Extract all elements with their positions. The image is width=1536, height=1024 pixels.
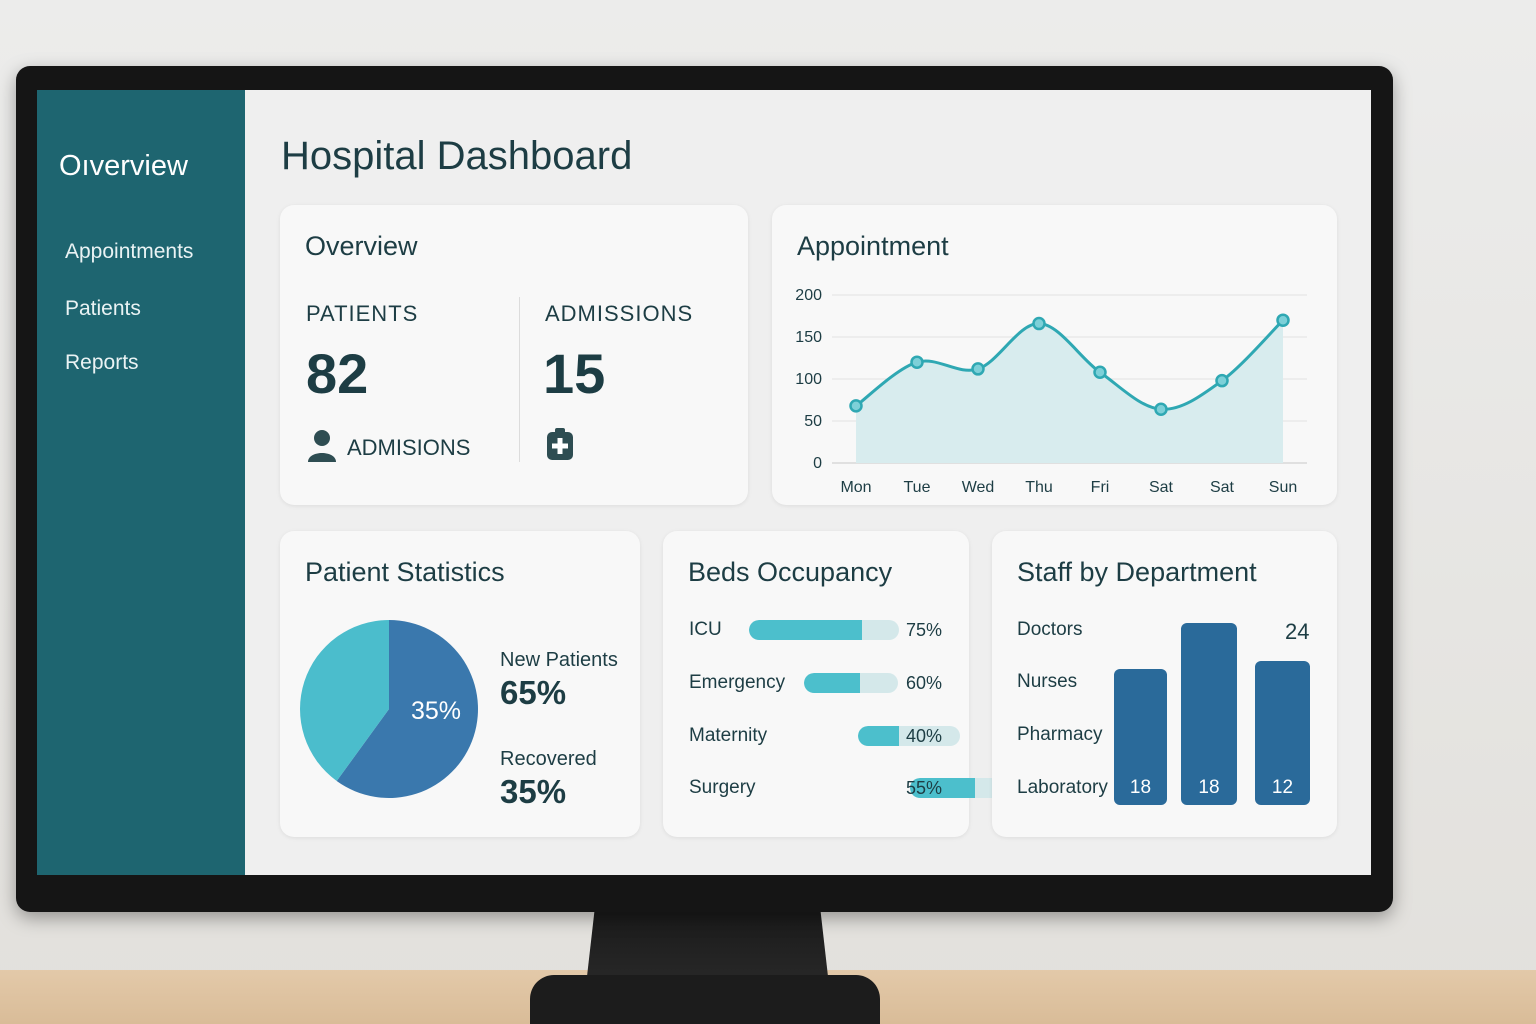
bed-occupancy-pct: 75% bbox=[906, 620, 943, 640]
overview-title: Overview bbox=[305, 231, 418, 261]
patient-pie-chart: 35% bbox=[300, 620, 478, 798]
patients-value: 82 bbox=[306, 342, 369, 405]
recovered-label: Recovered bbox=[500, 748, 597, 770]
y-tick-label: 100 bbox=[795, 371, 822, 388]
x-tick-label: Tue bbox=[904, 479, 931, 496]
sidebar-title[interactable]: Oıverview bbox=[59, 150, 188, 182]
beds-occupancy-card: Beds Occupancy ICU 75% Emergency 60% Materni… bbox=[663, 531, 1028, 837]
appointment-chart: 0 50 100 150 200 Mon Tue Wed Thu Fri Sat Sat Sun bbox=[795, 287, 1307, 496]
staff-bar: 12 bbox=[1255, 660, 1310, 805]
x-tick-label: Fri bbox=[1091, 479, 1110, 496]
screen: Oıverview Appointments Patients Reports … bbox=[37, 90, 1371, 875]
y-tick-label: 50 bbox=[804, 413, 822, 430]
bed-label: Surgery bbox=[689, 777, 756, 798]
staff-department-card: Staff by Department Doctors Nurses Pharm… bbox=[992, 531, 1337, 837]
bed-occupancy-fill bbox=[858, 726, 899, 746]
patient-statistics-title: Patient Statistics bbox=[305, 557, 505, 587]
data-point bbox=[971, 362, 985, 376]
y-tick-label: 150 bbox=[795, 329, 822, 346]
patient-statistics-card: Patient Statistics 35% New Patients 65% … bbox=[280, 531, 640, 837]
staff-bar: 18 bbox=[1181, 623, 1237, 805]
monitor-stand-base bbox=[530, 975, 880, 1024]
recovered-value: 35% bbox=[500, 773, 567, 810]
bed-label: Emergency bbox=[689, 672, 786, 693]
sidebar-item-appointments[interactable]: Appointments bbox=[65, 240, 194, 263]
staff-bar-label: 12 bbox=[1271, 776, 1294, 798]
data-point bbox=[1215, 373, 1229, 388]
admissions-label: ADMISSIONS bbox=[545, 301, 694, 326]
bed-occupancy-fill bbox=[910, 778, 975, 798]
x-tick-label: Sat bbox=[1149, 479, 1174, 496]
admisions-sub-label: ADMISIONS bbox=[347, 435, 471, 460]
beds-occupancy-title: Beds Occupancy bbox=[688, 557, 893, 587]
bed-occupancy-fill bbox=[749, 620, 862, 640]
staff-department-title: Staff by Department bbox=[1017, 557, 1257, 587]
x-tick-label: Wed bbox=[962, 479, 995, 496]
bed-label: ICU bbox=[689, 619, 722, 640]
bed-occupancy-track bbox=[749, 620, 899, 640]
sidebar: Oıverview Appointments Patients Reports bbox=[37, 90, 245, 875]
bed-label: Maternity bbox=[689, 725, 768, 746]
data-point bbox=[910, 355, 924, 369]
data-point bbox=[1276, 313, 1290, 327]
new-patients-label: New Patients bbox=[500, 649, 618, 671]
data-point bbox=[1093, 365, 1107, 380]
appointment-title: Appointment bbox=[797, 231, 949, 261]
staff-label-doctors: Doctors bbox=[1017, 619, 1083, 640]
sidebar-item-patients[interactable]: Patients bbox=[65, 297, 141, 320]
y-tick-label: 0 bbox=[813, 455, 822, 472]
data-point bbox=[1032, 316, 1046, 331]
staff-bar: 18 bbox=[1114, 668, 1167, 805]
new-patients-value: 65% bbox=[500, 674, 567, 711]
staff-bar-label: 18 bbox=[1198, 777, 1220, 798]
bed-occupancy-track bbox=[804, 673, 898, 693]
x-tick-label: Thu bbox=[1025, 479, 1053, 496]
area-fill bbox=[856, 320, 1283, 463]
x-tick-label: Sun bbox=[1269, 479, 1297, 496]
bed-occupancy-pct: 40% bbox=[906, 726, 943, 746]
user-icon bbox=[307, 429, 337, 468]
staff-label-pharmacy: Pharmacy bbox=[1017, 724, 1103, 745]
pie-slice bbox=[336, 620, 478, 798]
overview-divider bbox=[519, 297, 520, 462]
sidebar-item-reports[interactable]: Reports bbox=[65, 351, 139, 374]
appointment-card: Appointment 0 50 100 150 200 Mon Tue Wed Thu Fri S… bbox=[772, 205, 1337, 505]
x-tick-label: Sat bbox=[1210, 479, 1235, 496]
staff-bar-label: 18 bbox=[1129, 777, 1152, 798]
y-tick-label: 200 bbox=[795, 287, 822, 304]
bed-occupancy-pct: 55% bbox=[906, 778, 943, 798]
staff-label-nurses: Nurses bbox=[1017, 671, 1078, 692]
bed-occupancy-pct: 60% bbox=[906, 673, 943, 693]
staff-label-laboratory: Laboratory bbox=[1017, 777, 1108, 798]
main-content: Hospital Dashboard Overview PATIENTS 82 … bbox=[245, 90, 1371, 875]
data-point bbox=[1154, 402, 1168, 416]
medical-kit-icon bbox=[546, 427, 574, 466]
data-point bbox=[849, 399, 863, 413]
staff-top-value: 24 bbox=[1285, 619, 1310, 644]
patients-label: PATIENTS bbox=[306, 301, 419, 326]
bed-occupancy-fill bbox=[804, 673, 861, 693]
page-title: Hospital Dashboard bbox=[281, 134, 633, 178]
pie-slice-label: 35% bbox=[411, 697, 461, 725]
pie-slice bbox=[300, 620, 389, 782]
bed-occupancy-track bbox=[858, 726, 960, 746]
overview-card: Overview PATIENTS 82 ADMISSIONS 15 ADMIS… bbox=[280, 205, 748, 505]
x-tick-label: Mon bbox=[840, 479, 871, 496]
admissions-value: 15 bbox=[543, 342, 606, 405]
